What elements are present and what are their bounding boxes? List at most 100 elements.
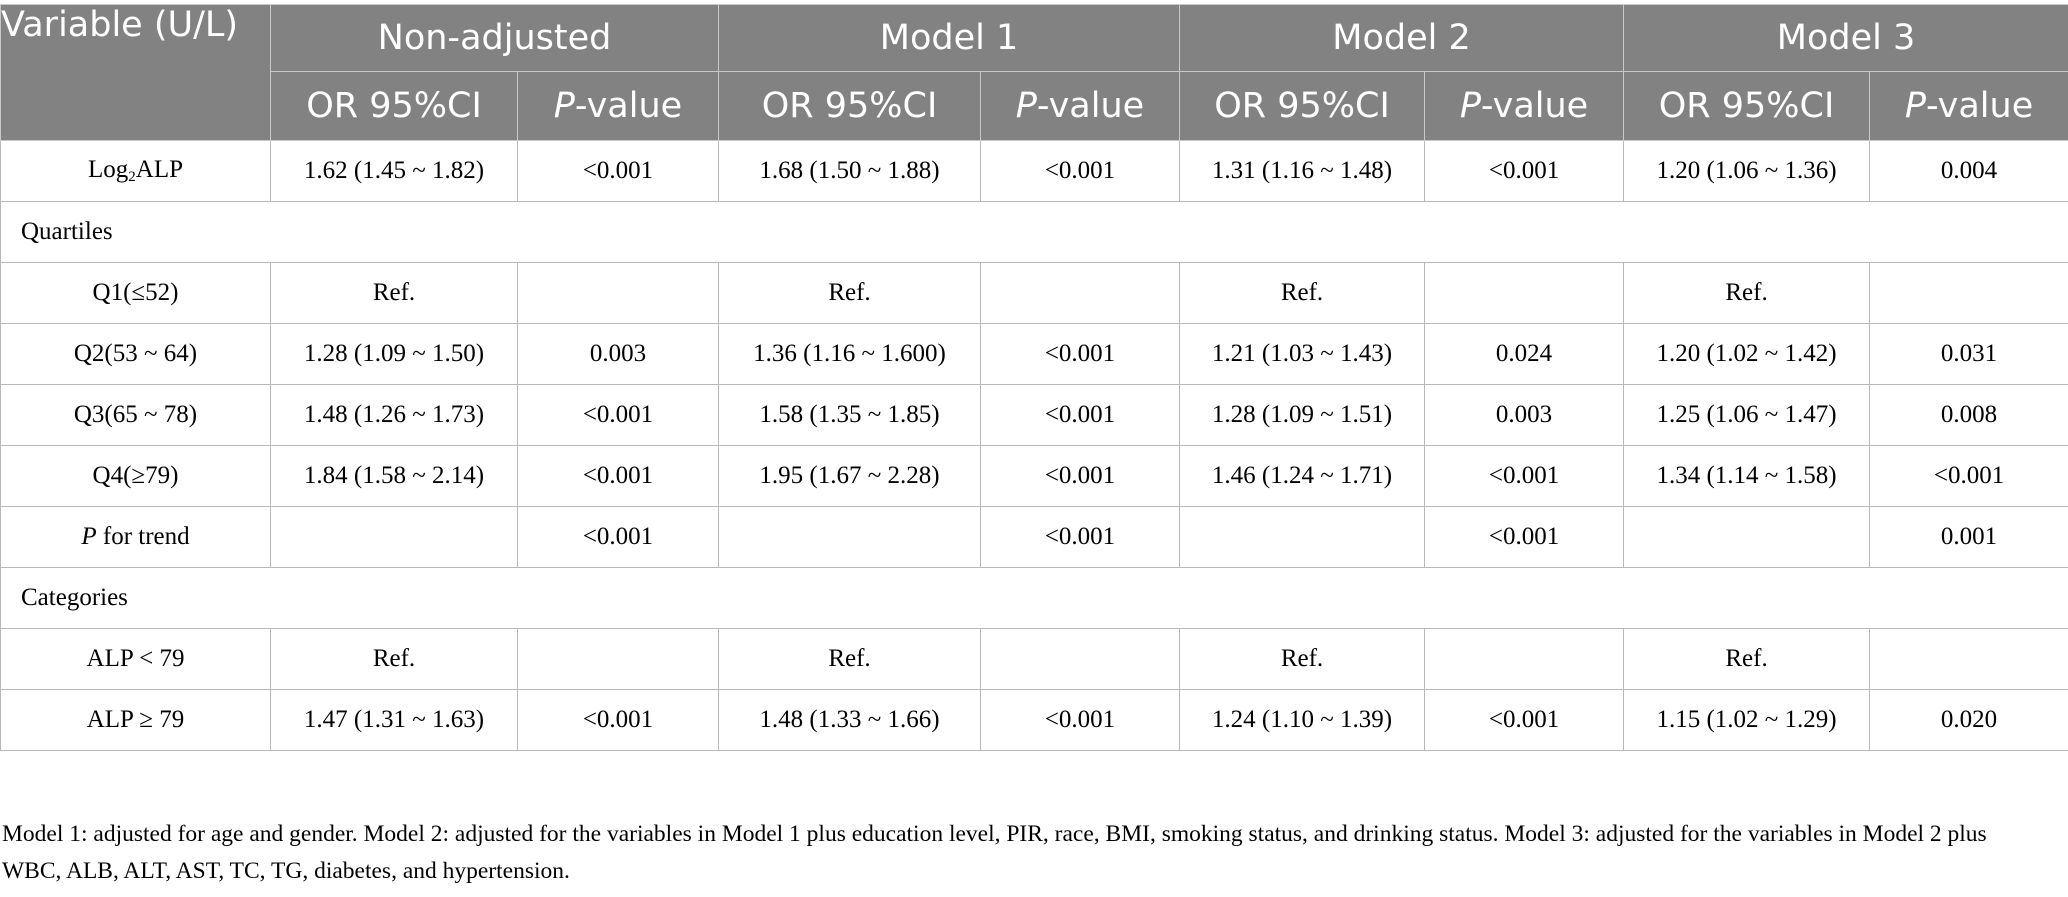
model-header-model2: Model 2 (1179, 4, 1625, 72)
table-cell: 1.34 (1.14 ~ 1.58) (1623, 445, 1871, 507)
table-cell: 1.15 (1.02 ~ 1.29) (1623, 689, 1871, 751)
table-cell: 1.28 (1.09 ~ 1.51) (1179, 384, 1426, 446)
table-cell: 1.20 (1.02 ~ 1.42) (1623, 323, 1871, 385)
results-table: Variable (U/L) Non-adjusted Model 1 Mode… (0, 4, 2068, 751)
table-cell: <0.001 (979, 506, 1181, 568)
table-cell: 0.020 (1869, 689, 2068, 751)
table-cell: 0.008 (1869, 384, 2068, 446)
table-row-alp-high: ALP ≥ 79 1.47 (1.31 ~ 1.63) <0.001 1.48 … (0, 689, 2068, 751)
table-cell: 1.20 (1.06 ~ 1.36) (1623, 140, 1871, 202)
or-ci-header: OR 95%CI (1179, 71, 1426, 141)
table-cell (270, 506, 518, 568)
table-cell (1179, 506, 1426, 568)
table-cell: <0.001 (517, 445, 719, 507)
table-cell: Ref. (270, 262, 518, 324)
row-label: ALP < 79 (0, 628, 271, 690)
section-label: Categories (0, 567, 2068, 629)
section-row-quartiles: Quartiles (0, 201, 2068, 263)
table-cell: 0.001 (1869, 506, 2068, 568)
table-row-q2: Q2(53 ~ 64) 1.28 (1.09 ~ 1.50) 0.003 1.3… (0, 323, 2068, 385)
model-header-model1: Model 1 (717, 4, 1181, 72)
table-row-q3: Q3(65 ~ 78) 1.48 (1.26 ~ 1.73) <0.001 1.… (0, 384, 2068, 446)
or-ci-header: OR 95%CI (270, 71, 518, 141)
variable-header: Variable (U/L) (0, 4, 271, 141)
p-value-header: P-value (979, 71, 1181, 141)
table-cell (1424, 628, 1625, 690)
row-label: ALP ≥ 79 (0, 689, 271, 751)
row-label: Log2ALP (0, 140, 271, 202)
table-cell: 1.25 (1.06 ~ 1.47) (1623, 384, 1871, 446)
table-cell: Ref. (270, 628, 518, 690)
table-row-trend: P for trend <0.001 <0.001 <0.001 0.001 (0, 506, 2068, 568)
table-cell: <0.001 (979, 140, 1181, 202)
table-footnote: Model 1: adjusted for age and gender. Mo… (2, 821, 1987, 884)
section-label: Quartiles (0, 201, 2068, 263)
table-cell: 1.47 (1.31 ~ 1.63) (270, 689, 518, 751)
row-label: Q1(≤52) (0, 262, 271, 324)
row-label: Q4(≥79) (0, 445, 271, 507)
table-row-log2alp: Log2ALP 1.62 (1.45 ~ 1.82) <0.001 1.68 (… (0, 140, 2068, 202)
table-cell: <0.001 (517, 689, 719, 751)
table-cell: <0.001 (979, 323, 1181, 385)
table-cell: <0.001 (1424, 445, 1625, 507)
table-cell: 1.21 (1.03 ~ 1.43) (1179, 323, 1426, 385)
table-cell: 0.004 (1869, 140, 2068, 202)
p-value-header: P-value (1869, 71, 2068, 141)
table-cell: 1.95 (1.67 ~ 2.28) (718, 445, 981, 507)
table-cell: <0.001 (979, 445, 1181, 507)
table-cell: Ref. (1623, 262, 1871, 324)
table-cell (1424, 262, 1625, 324)
table-cell: <0.001 (1424, 140, 1625, 202)
table-row-q4: Q4(≥79) 1.84 (1.58 ~ 2.14) <0.001 1.95 (… (0, 445, 2068, 507)
table-cell: 1.84 (1.58 ~ 2.14) (270, 445, 518, 507)
table-cell: 0.024 (1424, 323, 1625, 385)
p-value-header: P-value (1424, 71, 1625, 141)
table-cell: Ref. (1179, 628, 1426, 690)
table-cell: 1.48 (1.33 ~ 1.66) (718, 689, 981, 751)
table-cell: 1.46 (1.24 ~ 1.71) (1179, 445, 1426, 507)
table-cell: 1.68 (1.50 ~ 1.88) (718, 140, 981, 202)
table-cell: Ref. (718, 262, 981, 324)
table-cell: <0.001 (1424, 506, 1625, 568)
table-cell: Ref. (1623, 628, 1871, 690)
row-label: P for trend (0, 506, 271, 568)
p-value-header: P-value (517, 71, 719, 141)
row-label: Q2(53 ~ 64) (0, 323, 271, 385)
table-cell (1869, 628, 2068, 690)
table-cell: <0.001 (979, 384, 1181, 446)
model-header-nonadjusted: Non-adjusted (270, 4, 719, 72)
table-cell: 1.48 (1.26 ~ 1.73) (270, 384, 518, 446)
table-cell: <0.001 (1869, 445, 2068, 507)
table-cell: 1.36 (1.16 ~ 1.600) (718, 323, 981, 385)
table-cell: <0.001 (517, 140, 719, 202)
table-cell (517, 262, 719, 324)
table-cell: <0.001 (1424, 689, 1625, 751)
model-header-model3: Model 3 (1623, 4, 2068, 72)
table-cell (979, 628, 1181, 690)
table-cell: Ref. (718, 628, 981, 690)
table-cell: 0.003 (517, 323, 719, 385)
table-cell: <0.001 (979, 689, 1181, 751)
header-row-models: Variable (U/L) Non-adjusted Model 1 Mode… (0, 4, 2068, 141)
table-cell: 1.31 (1.16 ~ 1.48) (1179, 140, 1426, 202)
table-cell: 1.62 (1.45 ~ 1.82) (270, 140, 518, 202)
row-label: Q3(65 ~ 78) (0, 384, 271, 446)
table-cell (1869, 262, 2068, 324)
table-cell (979, 262, 1181, 324)
table-cell (517, 628, 719, 690)
table-cell: 1.24 (1.10 ~ 1.39) (1179, 689, 1426, 751)
or-ci-header: OR 95%CI (718, 71, 981, 141)
table-cell: 1.58 (1.35 ~ 1.85) (718, 384, 981, 446)
or-ci-header: OR 95%CI (1623, 71, 1871, 141)
table-cell: Ref. (1179, 262, 1426, 324)
table-row-alp-low: ALP < 79 Ref. Ref. Ref. Ref. (0, 628, 2068, 690)
table-row-q1: Q1(≤52) Ref. Ref. Ref. Ref. (0, 262, 2068, 324)
table-cell (1623, 506, 1871, 568)
header-row-stats: OR 95%CI P-value OR 95%CI P-value OR 95%… (1, 71, 2068, 141)
section-row-categories: Categories (0, 567, 2068, 629)
table-cell: 0.003 (1424, 384, 1625, 446)
table-cell: <0.001 (517, 384, 719, 446)
table-cell: <0.001 (517, 506, 719, 568)
table-cell (718, 506, 981, 568)
table-cell: 1.28 (1.09 ~ 1.50) (270, 323, 518, 385)
